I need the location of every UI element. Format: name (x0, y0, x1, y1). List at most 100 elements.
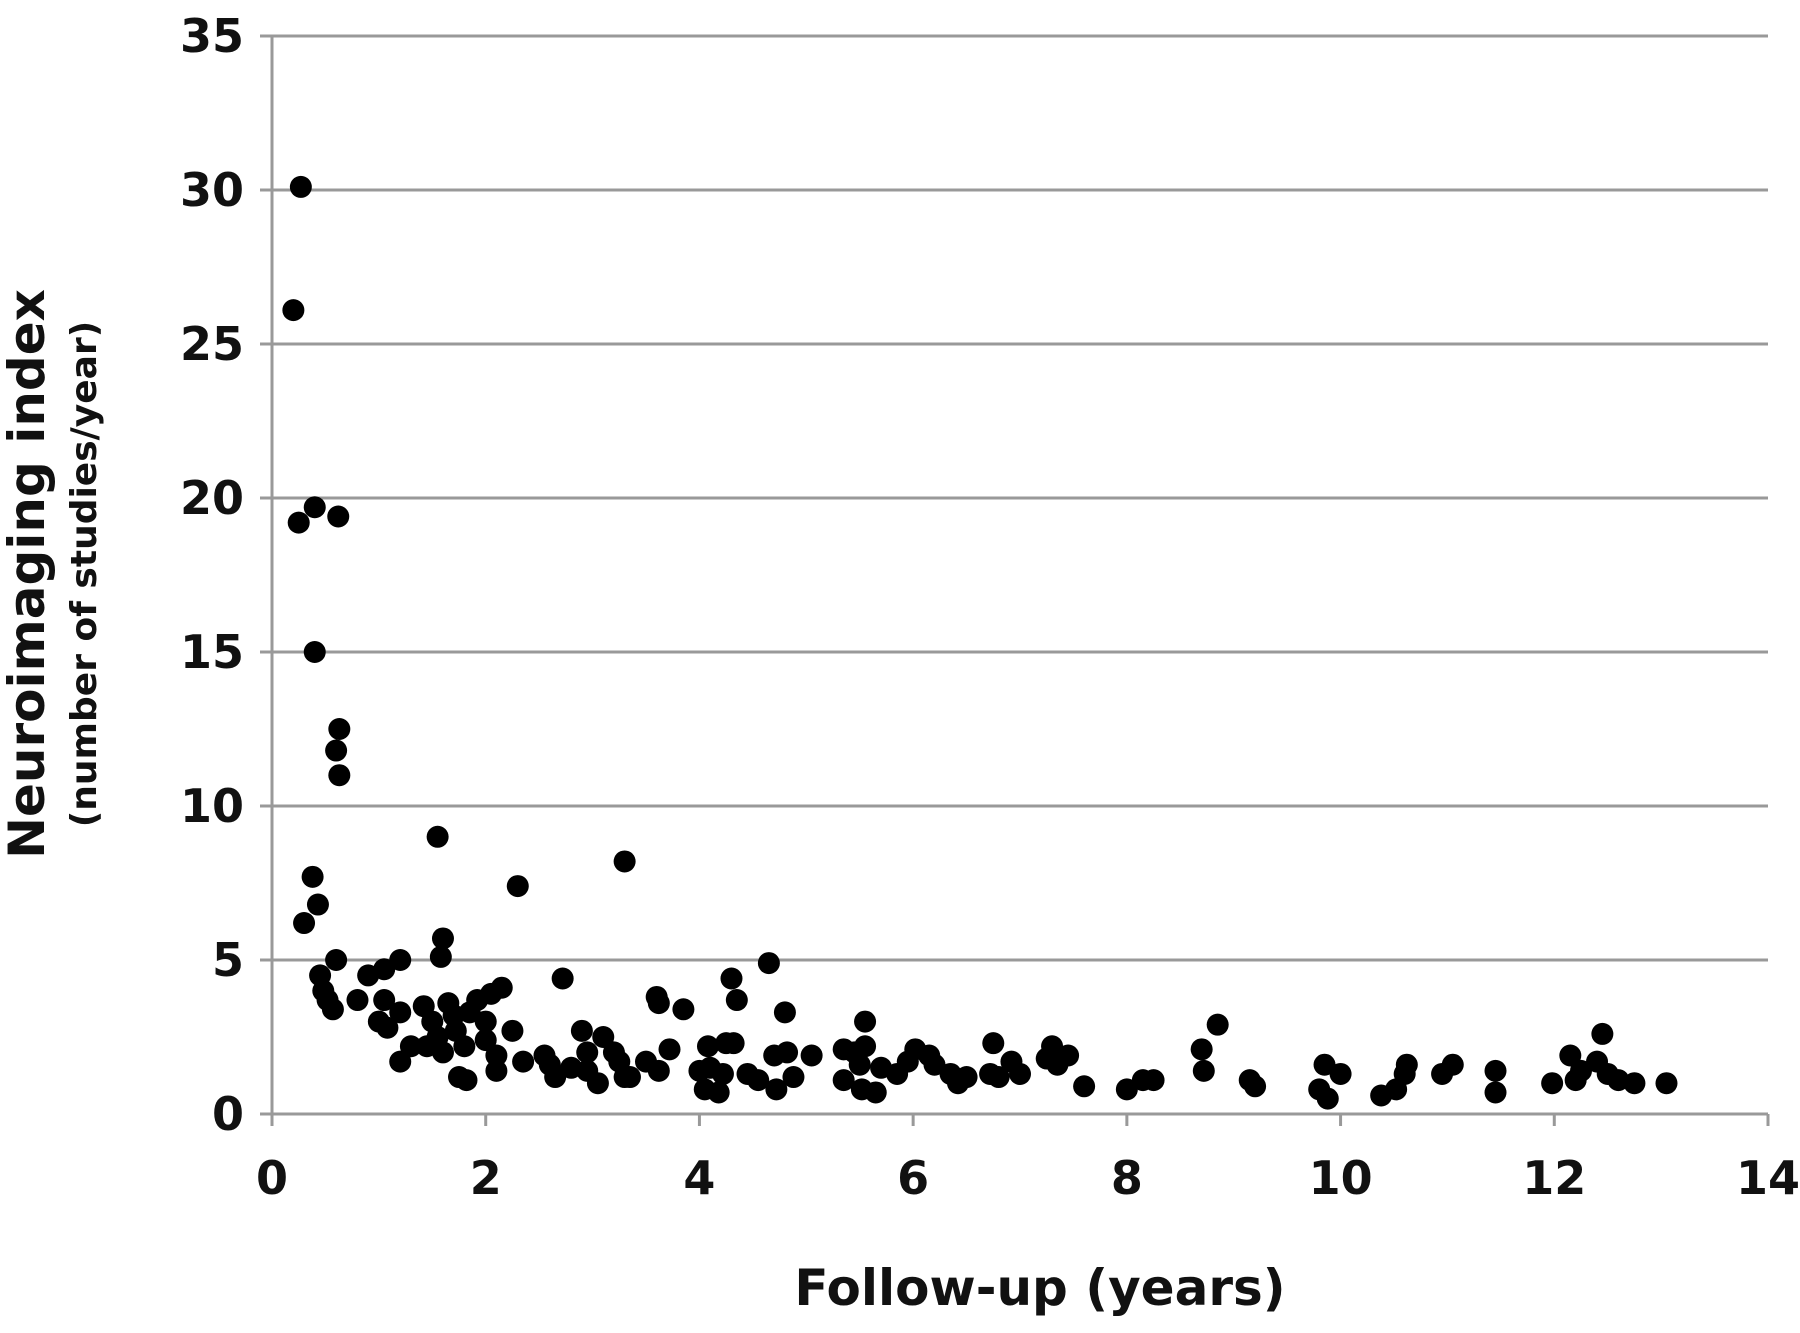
data-point (325, 949, 348, 971)
data-point (672, 998, 695, 1021)
x-tick-label: 4 (683, 1151, 715, 1205)
data-point (1206, 1013, 1229, 1036)
data-point (474, 1029, 497, 1052)
data-point (327, 505, 350, 528)
data-point (289, 175, 312, 198)
data-points (282, 175, 1678, 1110)
data-point (474, 1010, 497, 1033)
data-point (647, 992, 670, 1015)
data-point (658, 1038, 681, 1061)
y-tick-label: 20 (180, 471, 244, 525)
data-point (613, 850, 636, 873)
data-point (800, 1044, 823, 1067)
data-point (1316, 1087, 1339, 1110)
data-point (485, 1059, 508, 1082)
data-point (832, 1069, 855, 1092)
x-tick-label: 6 (897, 1151, 929, 1205)
data-point (303, 641, 326, 663)
data-point (1559, 1044, 1582, 1067)
data-point (328, 764, 351, 787)
data-point (722, 1032, 745, 1055)
data-point (647, 1059, 670, 1082)
data-point (696, 1035, 719, 1058)
data-point (431, 1041, 454, 1064)
data-point (586, 1072, 609, 1095)
data-point (301, 865, 324, 888)
data-point (848, 1053, 871, 1076)
y-tick-label: 15 (180, 625, 244, 679)
data-point (782, 1066, 805, 1089)
data-point (1142, 1069, 1165, 1092)
data-point (854, 1010, 877, 1033)
data-point (1393, 1062, 1416, 1085)
y-tick-label: 10 (180, 779, 244, 833)
data-point (725, 989, 748, 1012)
y-tick-label: 5 (212, 933, 244, 987)
data-point (1484, 1059, 1507, 1082)
data-point (551, 967, 574, 990)
x-tick-label: 2 (470, 1151, 502, 1205)
data-point (506, 875, 529, 898)
data-point (544, 1066, 567, 1089)
y-tick-labels: 0 5 10 15 20 25 30 35 (180, 9, 244, 1141)
data-point (293, 912, 316, 935)
data-point (1441, 1053, 1464, 1076)
gridlines (272, 34, 1768, 962)
data-point (1041, 1035, 1064, 1058)
data-point (707, 1081, 730, 1104)
data-point (1623, 1072, 1646, 1095)
axes (260, 34, 1770, 1126)
data-point (321, 998, 344, 1021)
data-point (955, 1066, 978, 1089)
data-point (373, 958, 396, 981)
data-point (1073, 1075, 1096, 1098)
x-tick-label: 0 (256, 1151, 288, 1205)
data-point (399, 1035, 422, 1058)
data-point (747, 1069, 770, 1092)
y-axis-sublabel: (number of studies/year) (64, 321, 105, 827)
data-point (765, 1078, 788, 1101)
data-point (576, 1041, 599, 1064)
data-point (389, 949, 412, 971)
data-point (1591, 1022, 1614, 1045)
data-point (618, 1066, 641, 1089)
data-point (389, 1001, 412, 1024)
data-point (987, 1066, 1010, 1089)
data-point (431, 927, 454, 950)
data-point (303, 496, 326, 519)
y-axis-title: Neuroimaging index (number of studies/ye… (0, 289, 105, 859)
x-tick-label: 12 (1522, 1151, 1586, 1205)
data-point (325, 739, 348, 762)
y-tick-label: 35 (180, 9, 244, 63)
data-point (592, 1026, 615, 1048)
data-point (1541, 1072, 1564, 1095)
data-point (776, 1041, 799, 1064)
data-point (711, 1062, 734, 1085)
data-point (773, 1001, 796, 1024)
x-tick-label: 10 (1309, 1151, 1373, 1205)
data-point (490, 976, 513, 999)
data-point (306, 893, 329, 916)
x-tick-label: 8 (1111, 1151, 1143, 1205)
data-point (1009, 1062, 1031, 1085)
data-point (373, 989, 396, 1012)
data-point (328, 718, 351, 740)
data-point (1313, 1053, 1336, 1076)
y-tick-label: 25 (180, 317, 244, 371)
y-tick-label: 0 (212, 1087, 244, 1141)
x-tick-labels: 0 2 4 6 8 10 12 14 (256, 1151, 1800, 1205)
data-point (1655, 1072, 1678, 1095)
data-point (282, 299, 305, 322)
x-axis-label: Follow-up (years) (794, 1259, 1285, 1317)
data-point (485, 1044, 508, 1067)
data-point (453, 1035, 476, 1058)
y-axis-label: Neuroimaging index (0, 289, 56, 859)
data-point (982, 1032, 1005, 1055)
data-point (1115, 1078, 1138, 1101)
x-tick-label: 14 (1736, 1151, 1800, 1205)
data-point (720, 967, 743, 990)
data-point (1570, 1059, 1592, 1082)
y-tick-label: 30 (180, 163, 244, 217)
data-point (455, 1069, 478, 1092)
data-point (757, 952, 780, 975)
